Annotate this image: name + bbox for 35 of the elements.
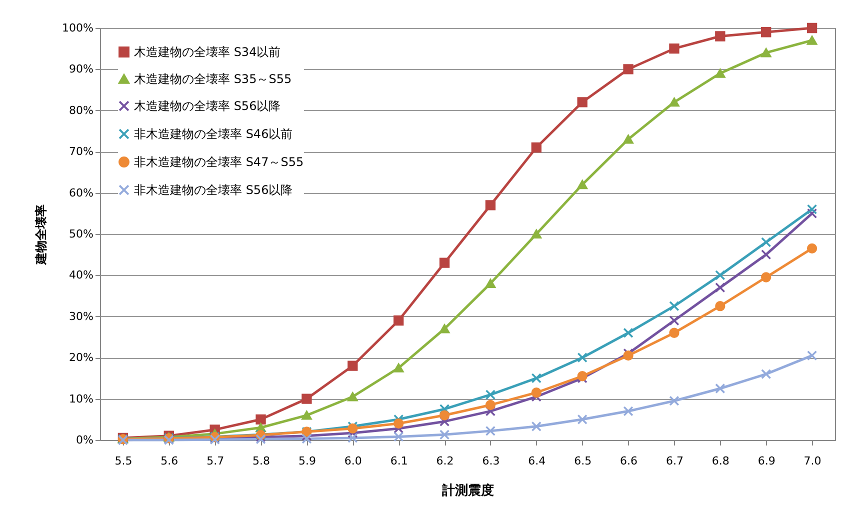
y-tick-label: 10% [69, 392, 94, 406]
x-tick-label: 5.5 [114, 454, 132, 468]
x-tick-label: 6.6 [620, 454, 638, 468]
x-tick-label: 5.9 [298, 454, 316, 468]
x-tick-label: 6.2 [436, 454, 454, 468]
legend-label: 木造建物の全壊率 S56以降 [134, 99, 281, 113]
x-tick-label: 6.3 [482, 454, 500, 468]
x-tick-label: 6.9 [758, 454, 776, 468]
y-tick-label: 100% [62, 22, 94, 34]
y-tick-label: 80% [69, 104, 94, 117]
x-tick-label: 6.5 [574, 454, 592, 468]
x-tick-label: 6.0 [344, 454, 362, 468]
y-tick-label: 40% [69, 268, 94, 282]
legend-label: 非木造建物の全壊率 S47～S55 [134, 155, 304, 169]
x-axis-title: 計測震度 [441, 482, 494, 498]
x-tick-label: 6.7 [666, 454, 684, 468]
y-tick-label: 20% [69, 351, 94, 364]
legend-label: 木造建物の全壊率 S34以前 [134, 45, 281, 59]
y-tick-label: 0% [76, 434, 94, 446]
legend-label: 非木造建物の全壊率 S46以前 [134, 127, 293, 141]
x-tick-label: 5.6 [160, 454, 178, 468]
x-tick-label: 6.1 [390, 454, 408, 468]
y-axis-title: 建物全壊率 [34, 204, 48, 266]
y-tick-label: 50% [69, 228, 94, 240]
y-tick-label: 60% [69, 186, 94, 200]
x-tick-label: 5.8 [252, 454, 270, 468]
y-tick-label: 30% [69, 310, 94, 323]
legend-label: 木造建物の全壊率 S35～S55 [134, 72, 292, 86]
y-tick-label: 70% [69, 145, 94, 158]
legend-label: 非木造建物の全壊率 S56以降 [134, 183, 293, 197]
y-tick-label: 90% [69, 62, 94, 76]
x-tick-label: 6.4 [528, 454, 546, 468]
x-tick-label: 5.7 [206, 454, 224, 468]
x-tick-label: 7.0 [804, 454, 822, 468]
x-tick-label: 6.8 [712, 454, 730, 468]
